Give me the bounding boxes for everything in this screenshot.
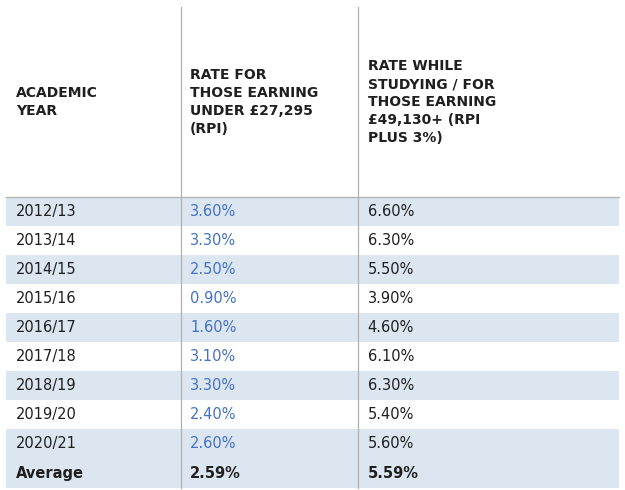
- Text: 3.30%: 3.30%: [190, 378, 236, 393]
- Text: 6.30%: 6.30%: [368, 378, 414, 393]
- Text: 3.10%: 3.10%: [190, 349, 236, 365]
- Text: 5.50%: 5.50%: [368, 262, 414, 277]
- Text: 6.60%: 6.60%: [368, 204, 414, 219]
- Text: 2.59%: 2.59%: [190, 466, 241, 481]
- Text: 2013/14: 2013/14: [16, 233, 76, 248]
- Bar: [6, 459, 619, 488]
- Text: 3.30%: 3.30%: [190, 233, 236, 248]
- Text: 1.60%: 1.60%: [190, 320, 236, 335]
- Text: 3.90%: 3.90%: [368, 291, 414, 306]
- Text: 2014/15: 2014/15: [16, 262, 76, 277]
- Bar: [6, 255, 619, 284]
- Text: 2.60%: 2.60%: [190, 437, 237, 451]
- Bar: [6, 7, 619, 197]
- Bar: [6, 429, 619, 459]
- Bar: [6, 400, 619, 429]
- Text: 2016/17: 2016/17: [16, 320, 76, 335]
- Text: 0.90%: 0.90%: [190, 291, 237, 306]
- Text: 5.60%: 5.60%: [368, 437, 414, 451]
- Bar: [6, 284, 619, 313]
- Text: 2019/20: 2019/20: [16, 407, 76, 422]
- Bar: [6, 197, 619, 226]
- Bar: [6, 371, 619, 400]
- Text: 2020/21: 2020/21: [16, 437, 77, 451]
- Text: 6.30%: 6.30%: [368, 233, 414, 248]
- Bar: [6, 226, 619, 255]
- Text: 4.60%: 4.60%: [368, 320, 414, 335]
- Text: 2018/19: 2018/19: [16, 378, 76, 393]
- Text: 2015/16: 2015/16: [16, 291, 76, 306]
- Text: 3.60%: 3.60%: [190, 204, 236, 219]
- Text: 6.10%: 6.10%: [368, 349, 414, 365]
- Text: Average: Average: [16, 466, 84, 481]
- Text: RATE FOR
THOSE EARNING
UNDER £27,295
(RPI): RATE FOR THOSE EARNING UNDER £27,295 (RP…: [190, 69, 319, 136]
- Text: 2017/18: 2017/18: [16, 349, 76, 365]
- Text: 5.40%: 5.40%: [368, 407, 414, 422]
- Text: 2.40%: 2.40%: [190, 407, 237, 422]
- Text: RATE WHILE
STUDYING / FOR
THOSE EARNING
£49,130+ (RPI
PLUS 3%): RATE WHILE STUDYING / FOR THOSE EARNING …: [368, 59, 496, 145]
- Text: 2.50%: 2.50%: [190, 262, 237, 277]
- Text: 2012/13: 2012/13: [16, 204, 76, 219]
- Text: ACADEMIC
YEAR: ACADEMIC YEAR: [16, 86, 98, 118]
- Bar: [6, 313, 619, 343]
- Text: 5.59%: 5.59%: [368, 466, 419, 481]
- Bar: [6, 343, 619, 371]
